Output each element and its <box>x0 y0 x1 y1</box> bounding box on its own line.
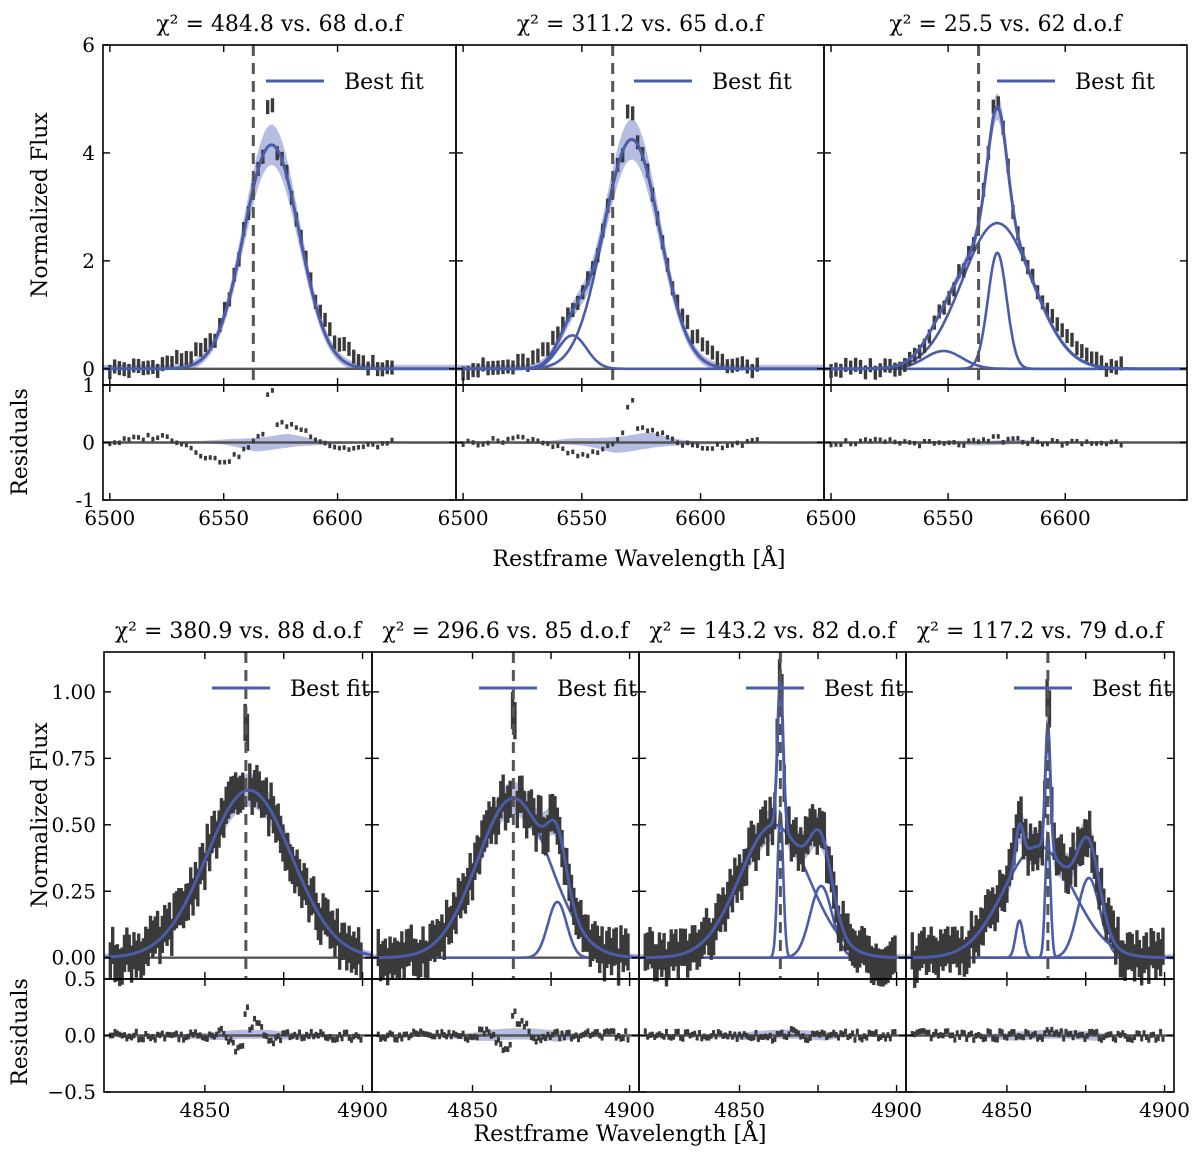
x-tick-label: 4900 <box>604 1098 655 1122</box>
residual-points <box>643 1026 897 1044</box>
fit-uncertainty-band <box>824 93 1187 369</box>
y-axis-label-flux-bottom: Normalized Flux <box>28 722 53 908</box>
resid-y-tick-label: 0.5 <box>64 967 96 991</box>
fit-uncertainty-band <box>456 119 824 369</box>
main-axes-frame <box>102 44 457 386</box>
x-tick-label: 6550 <box>198 506 249 530</box>
resid-y-tick-label: 1 <box>82 373 95 397</box>
x-tick-label: 6550 <box>556 506 607 530</box>
plot-area <box>372 691 639 1054</box>
x-tick-label: 4900 <box>1139 1098 1190 1122</box>
residual-points <box>461 397 759 459</box>
residual-points <box>108 388 394 465</box>
panel-title: χ² = 117.2 vs. 79 d.o.f <box>917 619 1165 644</box>
x-axis-label-top: Restframe Wavelength [Å] <box>493 544 786 572</box>
plot-area <box>906 679 1174 1043</box>
best-fit-curve <box>639 675 906 960</box>
component-curve-1 <box>456 138 824 371</box>
data-points <box>910 679 1165 988</box>
x-tick-label: 6500 <box>438 506 489 530</box>
best-fit-curve <box>103 143 456 371</box>
x-tick-label: 6600 <box>312 506 363 530</box>
x-tick-label: 6600 <box>675 506 726 530</box>
legend-label: Best fit <box>344 70 424 95</box>
resid-y-tick-label: −0.5 <box>47 1080 96 1104</box>
y-tick-label: 0.75 <box>51 746 96 770</box>
x-tick-label: 6600 <box>1040 506 1091 530</box>
component-curve-2 <box>824 251 1187 371</box>
data-points <box>461 104 759 381</box>
legend-label: Best fit <box>712 70 792 95</box>
fit-uncertainty-band <box>103 124 456 369</box>
main-axes-frame <box>455 44 825 386</box>
x-tick-label: 4900 <box>871 1098 922 1122</box>
y-axis-label-resid-bottom: Residuals <box>8 978 33 1086</box>
resid-y-tick-label: 0.0 <box>64 1024 96 1048</box>
y-tick-label: 4 <box>82 141 95 165</box>
panel-title: χ² = 484.8 vs. 68 d.o.f <box>156 12 404 37</box>
y-tick-label: 2 <box>82 249 95 273</box>
component-curve-2 <box>456 334 824 371</box>
panel-h-beta-1: 0.00 0.25 0.50 0.75 1.00 −0.5 0.0 0.5 4850 4900 χ²… <box>47 619 388 1122</box>
legend-label: Best fit <box>1092 677 1172 702</box>
resid-y-tick-label: 0 <box>82 431 95 455</box>
panel-title: χ² = 143.2 vs. 82 d.o.f <box>649 619 897 644</box>
x-tick-label: 4850 <box>714 1098 765 1122</box>
y-tick-label: 0.50 <box>51 813 96 837</box>
data-points <box>643 659 897 987</box>
legend-label: Best fit <box>290 677 370 702</box>
x-axis-label-bottom: Restframe Wavelength [Å] <box>474 1119 767 1147</box>
residual-points <box>376 1008 630 1054</box>
x-tick-label: 6550 <box>923 506 974 530</box>
x-tick-label: 4850 <box>981 1098 1032 1122</box>
x-tick-label: 4850 <box>179 1098 230 1122</box>
main-axes-frame <box>823 44 1188 386</box>
plot-area <box>639 652 906 1044</box>
best-fit-curve <box>824 104 1187 371</box>
y-tick-label: 0.25 <box>51 879 96 903</box>
best-fit-curve <box>906 720 1174 960</box>
component-curve-3 <box>824 349 1187 371</box>
y-axis-label-flux-top: Normalized Flux <box>28 112 53 298</box>
panel-title: χ² = 296.6 vs. 85 d.o.f <box>382 619 630 644</box>
panel-h-alpha-3: 6500 6550 6600 χ² = 25.5 vs. 62 d.o.f Best f… <box>806 12 1188 530</box>
best-fit-curve <box>456 137 824 371</box>
y-tick-label: 6 <box>82 33 95 57</box>
plot-area <box>824 93 1187 449</box>
y-axis-label-resid-top: Residuals <box>8 388 33 496</box>
panel-title: χ² = 311.2 vs. 65 d.o.f <box>517 12 765 37</box>
panel-h-beta-3: 4850 4900 χ² = 143.2 vs. 82 d.o.f Best fit <box>638 619 922 1122</box>
x-tick-label: 4900 <box>337 1098 388 1122</box>
best-fit-curve <box>104 788 372 959</box>
panel-h-beta-4: 4850 4900 χ² = 117.2 vs. 79 d.o.f Best fit <box>905 619 1190 1122</box>
legend-label: Best fit <box>1075 70 1155 95</box>
y-tick-label: 0.00 <box>51 946 96 970</box>
x-tick-label: 6500 <box>806 506 857 530</box>
plot-area <box>456 104 824 459</box>
panel-h-alpha-2: 6500 6550 6600 χ² = 311.2 vs. 65 d.o.f Best … <box>438 12 825 530</box>
y-tick-label: 1.00 <box>51 680 96 704</box>
legend-label: Best fit <box>557 677 637 702</box>
plot-area <box>103 98 456 465</box>
best-fit-curve <box>372 796 639 960</box>
x-tick-label: 6500 <box>84 506 135 530</box>
x-tick-label: 4850 <box>447 1098 498 1122</box>
residual-points <box>829 434 1123 449</box>
y-tick-label: 0 <box>82 357 95 381</box>
residual-points <box>910 1026 1165 1043</box>
panel-h-beta-2: 4850 4900 χ² = 296.6 vs. 85 d.o.f Best fit <box>371 619 655 1122</box>
panel-title: χ² = 25.5 vs. 62 d.o.f <box>889 12 1123 37</box>
resid-y-tick-label: -1 <box>76 488 95 512</box>
legend-label: Best fit <box>824 677 904 702</box>
panel-title: χ² = 380.9 vs. 88 d.o.f <box>115 619 363 644</box>
plot-area <box>104 703 372 1055</box>
data-points <box>108 98 394 379</box>
data-points <box>108 703 363 987</box>
residual-points <box>108 1004 363 1055</box>
